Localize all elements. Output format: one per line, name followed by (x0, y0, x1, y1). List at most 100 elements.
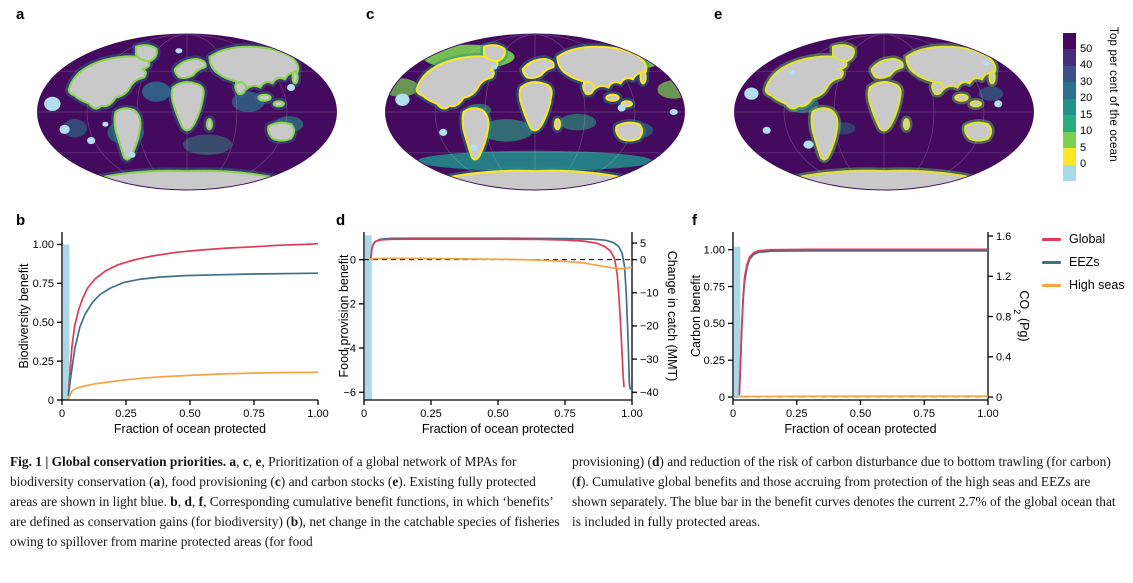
caption-run: ), food provisioning ( (160, 474, 275, 490)
colorbar-block-2 (1063, 65, 1076, 83)
colorbar-tick-labels: 50 40 30 20 15 10 5 0 (1080, 33, 1108, 181)
colorbar-tick-label: 40 (1080, 59, 1093, 72)
axis-title: Food provision benefit (337, 254, 351, 378)
caption-run: b (170, 494, 178, 510)
caption-run: provisioning) ( (572, 454, 652, 469)
tick-label: 1.00 (977, 408, 998, 420)
caption-run: , Prioritization of a global network of … (10, 454, 517, 490)
axis-title: Carbon benefit (689, 274, 703, 357)
tick-label: 0 (719, 392, 725, 404)
colorbar-block-1 (1063, 49, 1076, 66)
tick-label: −4 (343, 343, 356, 355)
colorbar-block-8 (1063, 164, 1076, 181)
tick-label: 1.00 (704, 244, 725, 256)
colorbar-block-3 (1063, 82, 1076, 99)
tick-label: 0.25 (786, 408, 807, 420)
protected-area-bar (63, 244, 70, 400)
series-global (67, 242, 318, 397)
tick-label: 0.50 (850, 408, 871, 420)
legend: Global EEZs High seas (1042, 232, 1125, 301)
axis-title: Fraction of ocean protected (784, 422, 936, 436)
tick-label: 0.25 (115, 408, 136, 420)
tick-label: 0.75 (243, 408, 264, 420)
legend-label: High seas (1069, 278, 1125, 292)
caption-run: ). Existing fully protected areas are sh… (10, 474, 536, 510)
colorbar-tick-label: 5 (1080, 141, 1087, 154)
right-axis-title: CO2 (Pg) (1012, 290, 1032, 341)
series-eezs (67, 272, 318, 397)
legend-swatch (1042, 260, 1061, 264)
colorbar-block-4 (1063, 98, 1076, 116)
tick-label: 0.50 (33, 317, 54, 329)
caption-run: , (191, 494, 199, 510)
map-food-prioritization (385, 33, 685, 191)
caption-run: f (576, 474, 581, 490)
caption-run: , (236, 454, 243, 469)
tick-label: 0.50 (487, 408, 508, 420)
caption-run: a (153, 474, 161, 490)
tick-label: 0.75 (554, 408, 575, 420)
tick-label: 0 (59, 408, 65, 420)
panel-label-b: b (16, 212, 26, 229)
panel-label-a: a (16, 6, 25, 23)
caption-right-column: provisioning) (d) and reduction of the r… (572, 452, 1124, 532)
tick-label: 1.2 (996, 271, 1011, 283)
tick-label: −40 (640, 387, 659, 399)
panel-label-c: c (366, 6, 375, 23)
legend-item-high-seas: High seas (1042, 278, 1125, 292)
tick-label: 1.00 (307, 408, 328, 420)
colorbar-block-0 (1063, 33, 1076, 50)
tick-label: 5 (640, 238, 646, 250)
caption-run: b (290, 514, 299, 530)
tick-label: 0.4 (996, 352, 1011, 364)
legend-item-global: Global (1042, 232, 1125, 246)
caption-run: e (392, 474, 399, 490)
protected-area-bar (734, 246, 741, 398)
caption-run: ) and reduction of the risk of carbon di… (572, 454, 1111, 490)
colorbar-block-7 (1063, 148, 1076, 165)
caption-run: ) and carbon stocks ( (280, 474, 393, 490)
tick-label: 0.75 (914, 408, 935, 420)
colorbar-block-6 (1063, 131, 1076, 149)
caption-run: Fig. 1 | Global conservation priorities. (10, 454, 230, 469)
legend-swatch (1042, 283, 1061, 287)
caption-run: e (255, 454, 262, 469)
caption-run: , (177, 494, 185, 510)
right-axis-title: Change in catch (MMT) (665, 251, 679, 382)
legend-label: Global (1069, 232, 1106, 246)
colorbar-scale (1063, 33, 1076, 181)
axis-title: Fraction of ocean protected (422, 422, 574, 436)
tick-label: −6 (343, 387, 356, 399)
caption-run: ), net change in the catchable species o… (10, 514, 560, 550)
caption-run: , (248, 454, 256, 469)
protected-area-bar (365, 235, 372, 400)
caption-run: , Corresponding cumulative benefit funct… (10, 494, 553, 530)
colorbar-tick-label: 20 (1080, 92, 1093, 105)
caption-run: ). Cumulative global benefits and those … (572, 474, 1116, 530)
series-group (67, 242, 318, 400)
panel-label-e: e (714, 6, 723, 23)
colorbar-title: Top per cent of the ocean (1107, 27, 1119, 162)
tick-label: 1.6 (996, 231, 1011, 243)
map-content (38, 34, 336, 190)
caption-run: a (229, 454, 237, 469)
tick-label: 0.75 (33, 278, 54, 290)
series-high-seas (369, 257, 632, 270)
existing-mpas (395, 64, 678, 151)
caption-left-column: Fig. 1 | Global conservation priorities.… (10, 452, 562, 553)
tick-label: 0 (640, 254, 646, 266)
legend-swatch (1042, 237, 1061, 241)
tick-label: 0 (996, 392, 1002, 404)
legend-label: EEZs (1069, 255, 1100, 269)
existing-mpas (44, 48, 296, 158)
series-global (369, 238, 625, 388)
caption-run: d (184, 494, 192, 510)
map-carbon-prioritization (734, 33, 1034, 191)
caption-run: d (651, 454, 660, 469)
series-group (738, 248, 988, 398)
tick-label: 0.50 (704, 318, 725, 330)
tick-label: 0.25 (33, 356, 54, 368)
tick-label: 0.8 (996, 311, 1011, 323)
tick-label: 0.25 (704, 355, 725, 367)
